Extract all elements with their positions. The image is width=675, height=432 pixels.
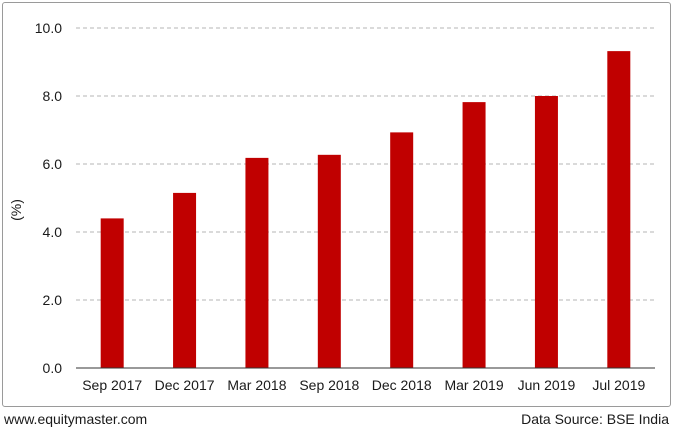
y-tick-label: 0.0: [43, 360, 63, 376]
bars: [100, 51, 631, 369]
x-tick-label: Dec 2017: [155, 377, 215, 393]
y-tick-label: 6.0: [43, 156, 63, 172]
x-tick-label: Jun 2019: [518, 377, 576, 393]
bar-mar-2018: [245, 157, 269, 368]
data-source: Data Source: BSE India: [521, 411, 669, 427]
bar-sep-2017: [100, 218, 124, 368]
gridlines: [76, 27, 655, 301]
x-tick-label: Mar 2018: [227, 377, 286, 393]
bar-jul-2019: [607, 51, 631, 369]
x-tick-label: Mar 2019: [444, 377, 503, 393]
bar-dec-2017: [173, 192, 197, 368]
x-tick-label: Sep 2018: [299, 377, 359, 393]
y-tick-label: 8.0: [43, 88, 63, 104]
bar-chart: 0.0 2.0 4.0 6.0 8.0 10.0 Sep 2017 Dec 2017 Mar 2…: [8, 20, 655, 393]
x-tick-label: Jul 2019: [592, 377, 645, 393]
y-tick-label: 2.0: [43, 292, 63, 308]
x-tick-label: Sep 2017: [82, 377, 142, 393]
bar-mar-2019: [462, 102, 486, 369]
y-tick-label: 4.0: [43, 224, 63, 240]
bar-dec-2018: [390, 132, 414, 368]
bar-sep-2018: [317, 154, 341, 368]
website-credit: www.equitymaster.com: [4, 411, 148, 427]
bar-jun-2019: [534, 96, 558, 368]
y-tick-label: 10.0: [35, 20, 62, 36]
x-tick-label: Dec 2018: [372, 377, 432, 393]
y-axis-label: (%): [8, 199, 24, 221]
axes: 0.0 2.0 4.0 6.0 8.0 10.0 Sep 2017 Dec 2017 Mar 2…: [35, 20, 655, 393]
